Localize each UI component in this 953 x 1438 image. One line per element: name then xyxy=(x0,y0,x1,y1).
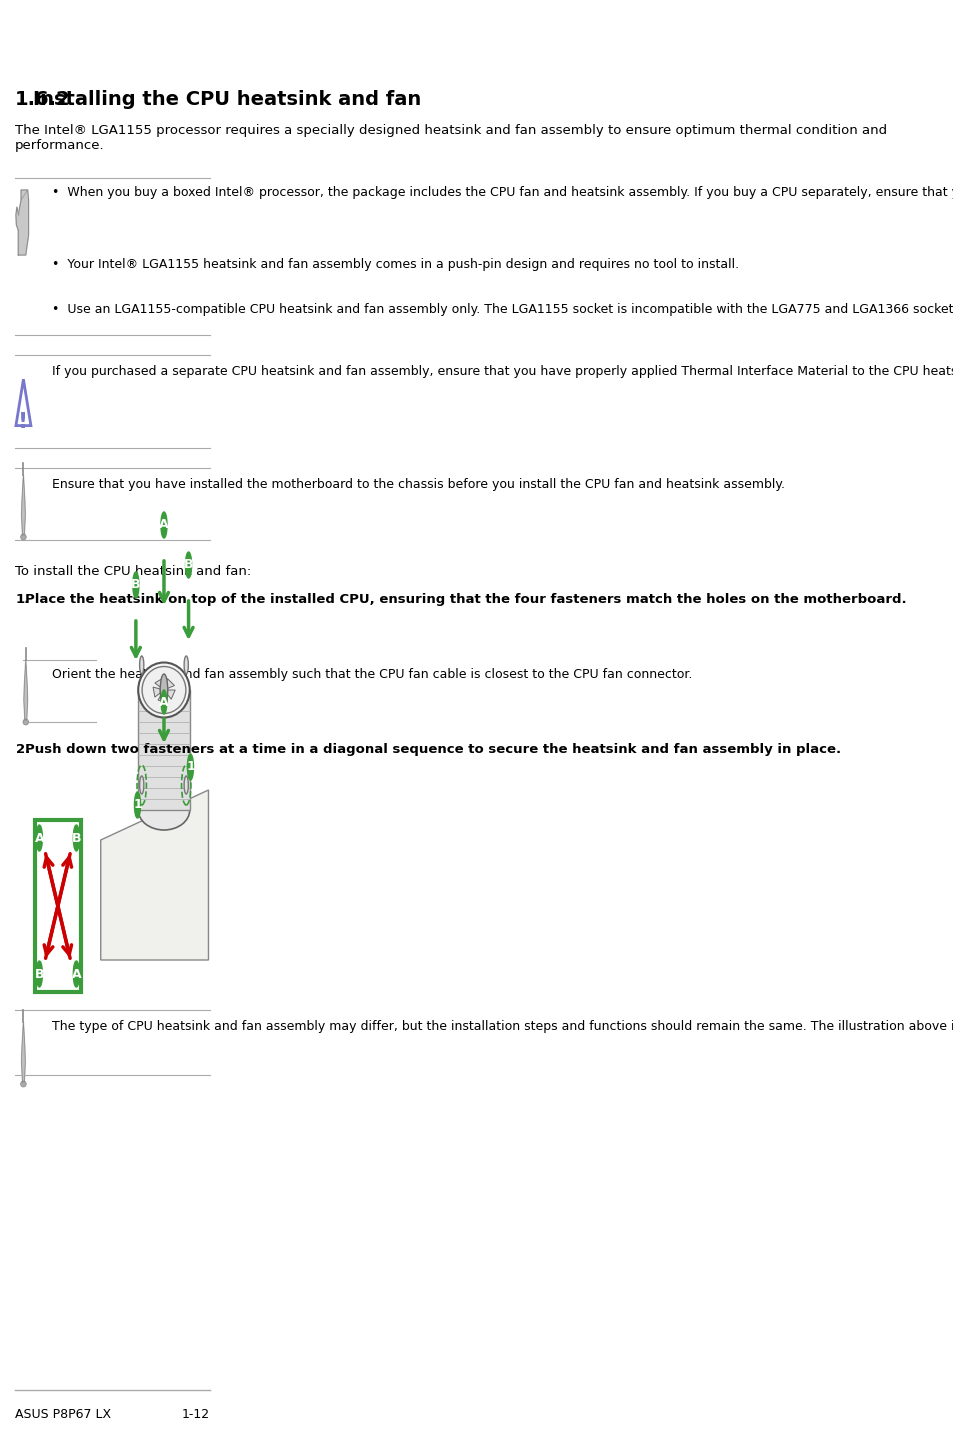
Circle shape xyxy=(132,572,139,598)
Text: If you purchased a separate CPU heatsink and fan assembly, ensure that you have : If you purchased a separate CPU heatsink… xyxy=(51,365,953,378)
Circle shape xyxy=(184,656,188,674)
Polygon shape xyxy=(154,679,164,687)
Polygon shape xyxy=(138,690,190,810)
Text: A: A xyxy=(159,519,169,532)
Polygon shape xyxy=(152,687,160,697)
Polygon shape xyxy=(165,679,174,689)
Polygon shape xyxy=(16,380,30,426)
Ellipse shape xyxy=(138,789,190,830)
Text: B: B xyxy=(34,968,44,981)
Circle shape xyxy=(139,777,144,794)
Polygon shape xyxy=(16,207,19,230)
Polygon shape xyxy=(167,690,175,699)
Text: The Intel® LGA1155 processor requires a specially designed heatsink and fan asse: The Intel® LGA1155 processor requires a … xyxy=(15,124,886,152)
Text: Place the heatsink on top of the installed CPU, ensuring that the four fasteners: Place the heatsink on top of the install… xyxy=(25,592,905,605)
Text: 1.: 1. xyxy=(15,592,30,605)
Polygon shape xyxy=(24,660,28,720)
Ellipse shape xyxy=(138,663,190,718)
Text: Ensure that you have installed the motherboard to the chassis before you install: Ensure that you have installed the mothe… xyxy=(51,477,783,490)
Circle shape xyxy=(161,512,167,538)
Text: 1: 1 xyxy=(186,761,194,774)
Text: 1-12: 1-12 xyxy=(181,1408,210,1421)
Text: ASUS P8P67 LX: ASUS P8P67 LX xyxy=(15,1408,112,1421)
Text: 2.: 2. xyxy=(15,743,30,756)
Circle shape xyxy=(73,825,79,851)
Ellipse shape xyxy=(21,533,27,541)
Text: !: ! xyxy=(18,413,29,431)
Polygon shape xyxy=(22,475,26,535)
Circle shape xyxy=(185,552,192,578)
Text: Push down two fasteners at a time in a diagonal sequence to secure the heatsink : Push down two fasteners at a time in a d… xyxy=(25,743,841,756)
Text: A: A xyxy=(34,831,44,844)
Polygon shape xyxy=(158,693,168,702)
Circle shape xyxy=(73,961,79,986)
Text: A: A xyxy=(159,696,169,709)
Circle shape xyxy=(36,825,42,851)
Text: B: B xyxy=(131,578,140,591)
Circle shape xyxy=(160,674,168,706)
Text: 1: 1 xyxy=(133,798,142,811)
Text: Orient the heatsink and fan assembly such that the CPU fan cable is closest to t: Orient the heatsink and fan assembly suc… xyxy=(51,669,691,682)
Circle shape xyxy=(36,961,42,986)
Circle shape xyxy=(184,777,188,794)
Ellipse shape xyxy=(23,719,29,725)
FancyBboxPatch shape xyxy=(34,820,81,992)
Text: •  Your Intel® LGA1155 heatsink and fan assembly comes in a push-pin design and : • Your Intel® LGA1155 heatsink and fan a… xyxy=(51,257,738,270)
Text: The type of CPU heatsink and fan assembly may differ, but the installation steps: The type of CPU heatsink and fan assembl… xyxy=(51,1020,953,1032)
Text: B: B xyxy=(184,558,193,571)
Circle shape xyxy=(139,656,144,674)
Text: •  Use an LGA1155-compatible CPU heatsink and fan assembly only. The LGA1155 soc: • Use an LGA1155-compatible CPU heatsink… xyxy=(51,303,953,316)
Ellipse shape xyxy=(142,666,186,713)
Polygon shape xyxy=(101,789,209,961)
Text: A: A xyxy=(71,968,81,981)
Ellipse shape xyxy=(21,1081,27,1087)
Text: To install the CPU heatsink and fan:: To install the CPU heatsink and fan: xyxy=(15,565,252,578)
Polygon shape xyxy=(22,1022,26,1081)
Text: Installing the CPU heatsink and fan: Installing the CPU heatsink and fan xyxy=(32,91,420,109)
Text: B: B xyxy=(71,831,81,844)
Text: •  When you buy a boxed Intel® processor, the package includes the CPU fan and h: • When you buy a boxed Intel® processor,… xyxy=(51,186,953,198)
Polygon shape xyxy=(18,190,29,255)
Circle shape xyxy=(187,754,193,779)
Text: 1.6.2: 1.6.2 xyxy=(15,91,71,109)
Circle shape xyxy=(161,690,167,715)
Circle shape xyxy=(134,792,140,818)
